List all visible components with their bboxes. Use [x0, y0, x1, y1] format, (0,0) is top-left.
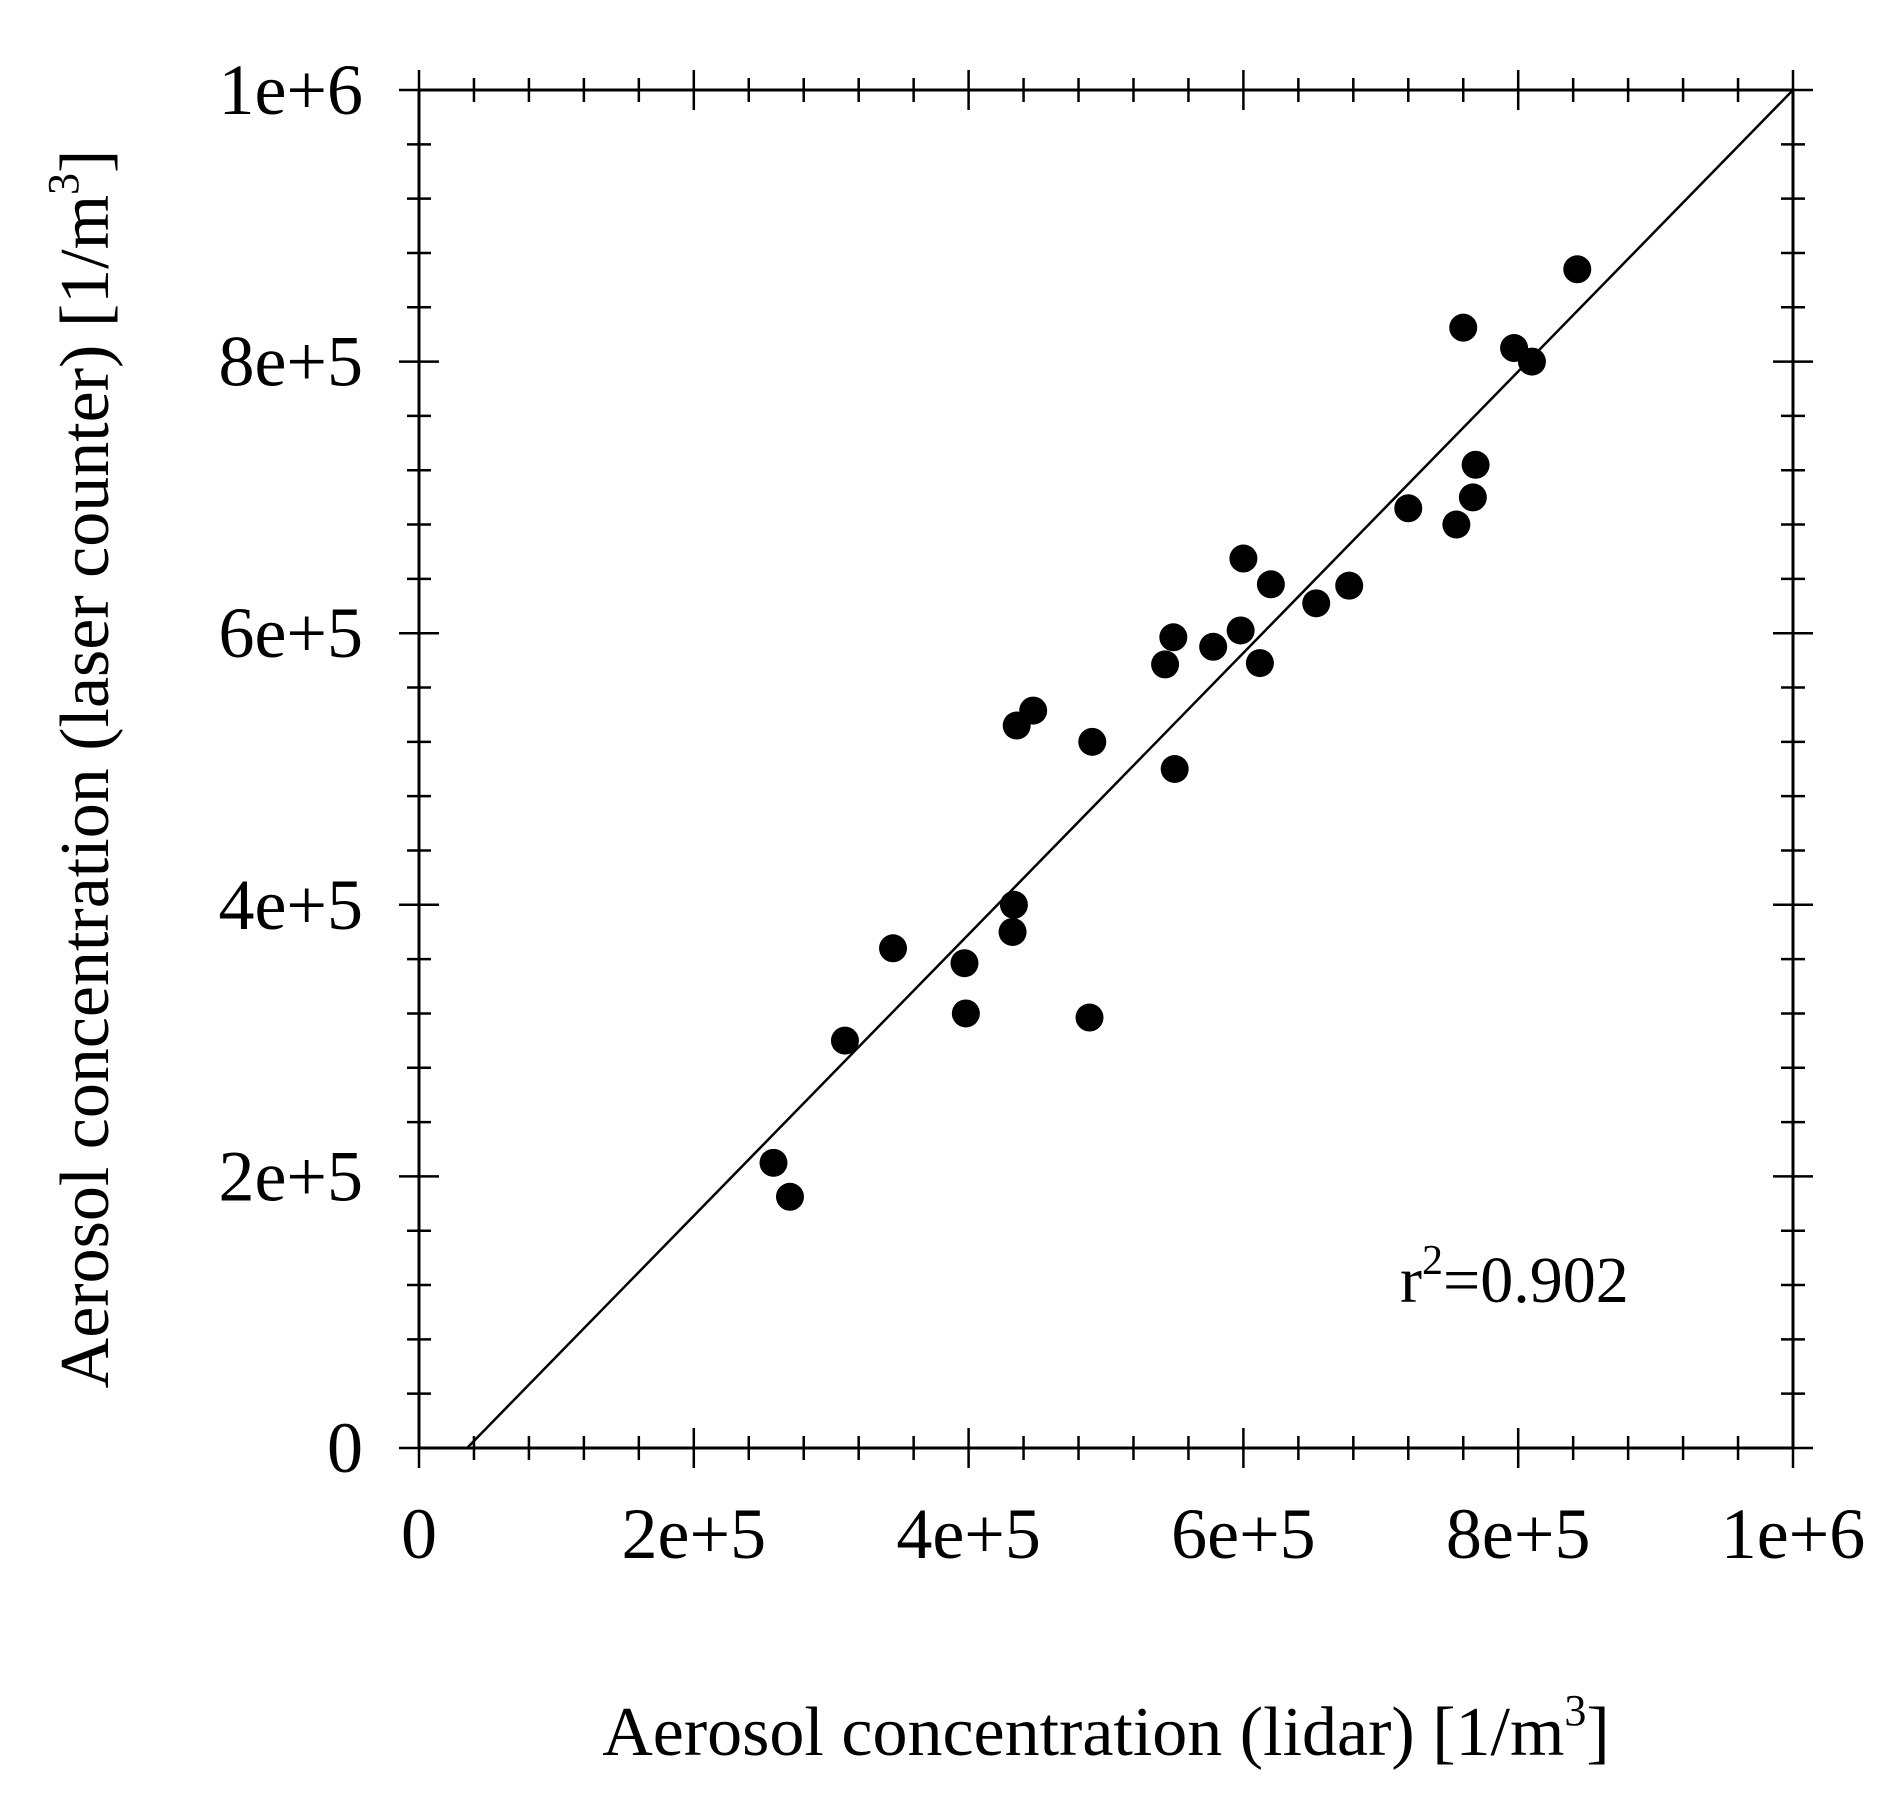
- plot-area-frame: [417, 88, 1795, 1450]
- y-tick-label: 8e+5: [218, 322, 363, 402]
- regression-line: [466, 89, 1794, 1449]
- data-point: [1458, 483, 1487, 512]
- data-points: [759, 255, 1592, 1211]
- data-point: [1160, 755, 1189, 783]
- data-point: [1151, 650, 1180, 679]
- data-point: [1449, 313, 1478, 342]
- data-point: [1199, 632, 1228, 661]
- data-point: [1256, 570, 1285, 599]
- data-point: [1335, 571, 1364, 600]
- data-point: [1517, 347, 1546, 376]
- y-tick-labels: 0 2e+5 4e+5 6e+5 8e+5 1e+6: [218, 50, 363, 1488]
- data-point: [999, 890, 1028, 919]
- x-tick-label: 0: [401, 1494, 437, 1574]
- data-point: [1078, 727, 1107, 756]
- r-squared-annotation: r2=0.902: [1400, 1238, 1629, 1317]
- x-tick-label: 1e+6: [1721, 1494, 1866, 1574]
- x-axis-title: Aerosol concentration (lidar) [1/m3]: [602, 1686, 1609, 1771]
- data-point: [775, 1182, 804, 1211]
- data-point: [759, 1148, 788, 1177]
- y-axis-title-superscript: 3: [39, 173, 88, 195]
- y-tick-label: 2e+5: [218, 1136, 363, 1216]
- y-tick-label: 4e+5: [218, 865, 363, 945]
- x-axis-title-text: Aerosol concentration (lidar) [1/m: [602, 1694, 1564, 1771]
- y-axis-title: Aerosol concentration (laser counter) [1…: [39, 150, 124, 1389]
- x-tick-label: 2e+5: [622, 1494, 767, 1574]
- data-point: [951, 999, 980, 1028]
- annotation-prefix: r: [1400, 1244, 1422, 1317]
- data-point: [879, 934, 908, 963]
- x-tick-label: 8e+5: [1446, 1494, 1591, 1574]
- data-point: [1442, 510, 1471, 539]
- data-point: [1229, 544, 1258, 573]
- data-point: [1245, 649, 1274, 678]
- annotation-value: =0.902: [1443, 1244, 1629, 1317]
- y-tick-label: 1e+6: [218, 50, 363, 130]
- data-point: [1461, 450, 1490, 479]
- data-point: [1302, 589, 1331, 618]
- data-point: [1226, 616, 1255, 645]
- data-point: [830, 1026, 859, 1055]
- x-axis-title-superscript: 3: [1564, 1686, 1586, 1735]
- data-point: [1075, 1003, 1104, 1032]
- y-axis-title-text: Aerosol concentration (laser counter) [1…: [47, 195, 124, 1388]
- y-tick-label: 6e+5: [218, 593, 363, 673]
- data-point: [998, 917, 1027, 946]
- x-tick-label: 6e+5: [1171, 1494, 1316, 1574]
- data-point: [1159, 623, 1188, 652]
- x-tick-labels: 0 2e+5 4e+5 6e+5 8e+5 1e+6: [401, 1494, 1865, 1574]
- data-point: [1394, 494, 1423, 523]
- y-tick-label: 0: [327, 1408, 363, 1488]
- data-point: [950, 949, 979, 978]
- x-axis-title-end: ]: [1586, 1694, 1609, 1771]
- data-point: [1563, 255, 1592, 284]
- y-axis-title-end: ]: [47, 150, 124, 173]
- axis-ticks: [399, 70, 1813, 1468]
- annotation-superscript: 2: [1422, 1238, 1443, 1284]
- x-tick-label: 4e+5: [896, 1494, 1041, 1574]
- data-point: [1019, 696, 1048, 725]
